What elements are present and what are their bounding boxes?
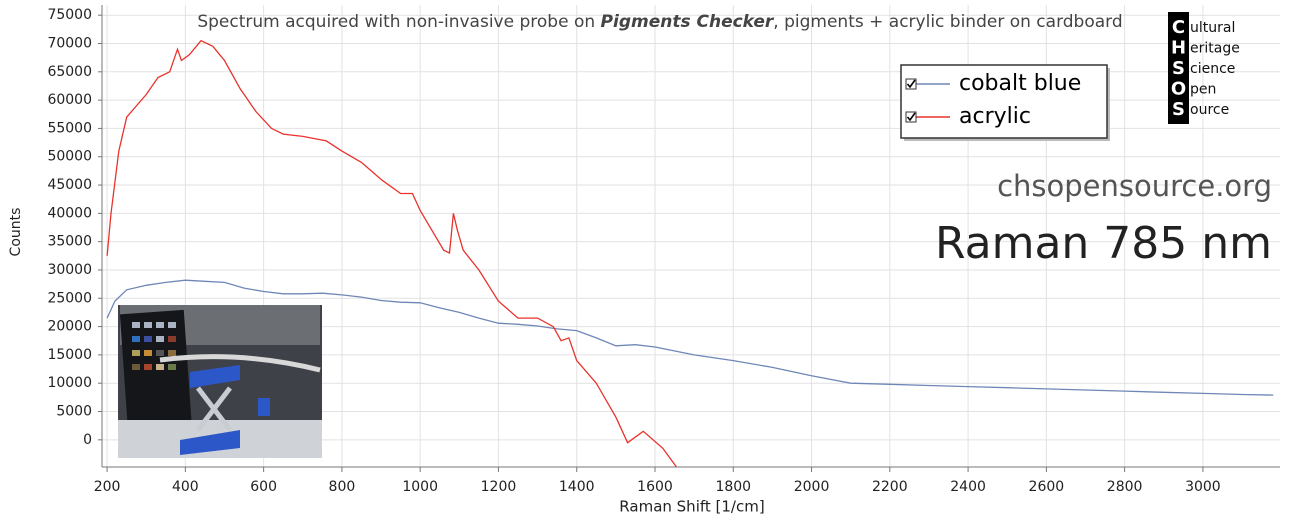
y-tick-label: 75000 <box>47 7 92 23</box>
y-tick-label: 10000 <box>47 375 92 391</box>
x-tick-label: 800 <box>329 479 356 495</box>
plot-lines <box>106 39 1274 467</box>
y-tick-label: 15000 <box>47 347 92 363</box>
y-tick-label: 40000 <box>47 205 92 221</box>
logo-word: pen <box>1190 82 1216 98</box>
series-line <box>106 39 678 467</box>
legend-label: acrylic <box>959 104 1031 129</box>
x-tick-label: 2200 <box>872 479 908 495</box>
x-tick-label: 1000 <box>402 479 438 495</box>
x-tick-label: 400 <box>172 479 199 495</box>
x-tick-label: 3000 <box>1185 479 1221 495</box>
x-tick-label: 2000 <box>794 479 830 495</box>
chart-title: Spectrum acquired with non-invasive prob… <box>197 12 1122 32</box>
logo-letter: S <box>1172 99 1185 120</box>
logo-letter: O <box>1171 79 1186 100</box>
x-tick-label: 600 <box>250 479 277 495</box>
checkmark[interactable] <box>906 112 916 122</box>
x-tick-label: 1200 <box>481 479 517 495</box>
y-tick-label: 30000 <box>47 262 92 278</box>
x-tick-label: 1600 <box>637 479 673 495</box>
x-tick-label: 2400 <box>950 479 986 495</box>
logo-word: cience <box>1190 61 1235 77</box>
y-axis-title: Counts <box>8 208 24 257</box>
y-tick-label: 45000 <box>47 177 92 193</box>
x-tick-label: 2600 <box>1029 479 1065 495</box>
title-text: , pigments + acrylic binder on cardboard <box>773 12 1122 32</box>
y-tick-label: 20000 <box>47 319 92 335</box>
legend-label: cobalt blue <box>959 71 1081 96</box>
x-tick-label: 200 <box>94 479 121 495</box>
x-tick-label: 2800 <box>1107 479 1143 495</box>
legend: cobalt blue acrylic <box>900 64 1110 141</box>
y-tick-label: 0 <box>83 432 92 448</box>
y-tick-label: 70000 <box>47 36 92 52</box>
legend-checkbox[interactable] <box>905 111 917 123</box>
y-tick-label: 35000 <box>47 234 92 250</box>
annotation: Raman 785 nm <box>935 218 1272 269</box>
logo-letter: S <box>1172 58 1185 79</box>
y-tick-label: 65000 <box>47 64 92 80</box>
series-line <box>106 279 1274 396</box>
y-tick-label: 5000 <box>56 404 92 420</box>
logo-word: eritage <box>1190 41 1240 57</box>
y-tick-label: 55000 <box>47 120 92 136</box>
checkmark[interactable] <box>906 79 916 89</box>
photo-inset <box>118 305 322 458</box>
annotation: chsopensource.org <box>997 169 1272 203</box>
logo-letter: C <box>1172 17 1185 38</box>
y-tick-label: 25000 <box>47 290 92 306</box>
x-tick-label: 1400 <box>559 479 595 495</box>
x-axis-title: Raman Shift [1/cm] <box>619 498 764 516</box>
title-emphasis: Pigments Checker <box>601 12 775 32</box>
y-tick-label: 50000 <box>47 149 92 165</box>
logo-word: ource <box>1190 102 1229 118</box>
y-tick-label: 60000 <box>47 92 92 108</box>
legend-checkbox[interactable] <box>905 78 917 90</box>
logo-letter: H <box>1171 38 1186 59</box>
logo-word: ultural <box>1190 20 1235 36</box>
title-text: Spectrum acquired with non-invasive prob… <box>197 12 600 32</box>
x-tick-label: 1800 <box>715 479 751 495</box>
